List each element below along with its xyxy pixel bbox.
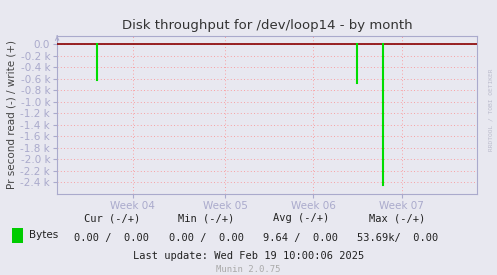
Text: Last update: Wed Feb 19 10:00:06 2025: Last update: Wed Feb 19 10:00:06 2025 bbox=[133, 251, 364, 261]
Text: Cur (-/+): Cur (-/+) bbox=[83, 213, 140, 223]
Y-axis label: Pr second read (-) / write (+): Pr second read (-) / write (+) bbox=[6, 40, 16, 189]
Text: Munin 2.0.75: Munin 2.0.75 bbox=[216, 265, 281, 274]
Text: Min (-/+): Min (-/+) bbox=[178, 213, 235, 223]
Text: Avg (-/+): Avg (-/+) bbox=[272, 213, 329, 223]
Text: Bytes: Bytes bbox=[29, 230, 58, 240]
Text: RRDTOOL / TOBI OETIKER: RRDTOOL / TOBI OETIKER bbox=[489, 69, 494, 151]
Text: Max (-/+): Max (-/+) bbox=[369, 213, 426, 223]
Text: 9.64 /  0.00: 9.64 / 0.00 bbox=[263, 233, 338, 243]
Text: 0.00 /  0.00: 0.00 / 0.00 bbox=[75, 233, 149, 243]
Text: 0.00 /  0.00: 0.00 / 0.00 bbox=[169, 233, 244, 243]
Text: 53.69k/  0.00: 53.69k/ 0.00 bbox=[357, 233, 438, 243]
Title: Disk throughput for /dev/loop14 - by month: Disk throughput for /dev/loop14 - by mon… bbox=[122, 19, 413, 32]
